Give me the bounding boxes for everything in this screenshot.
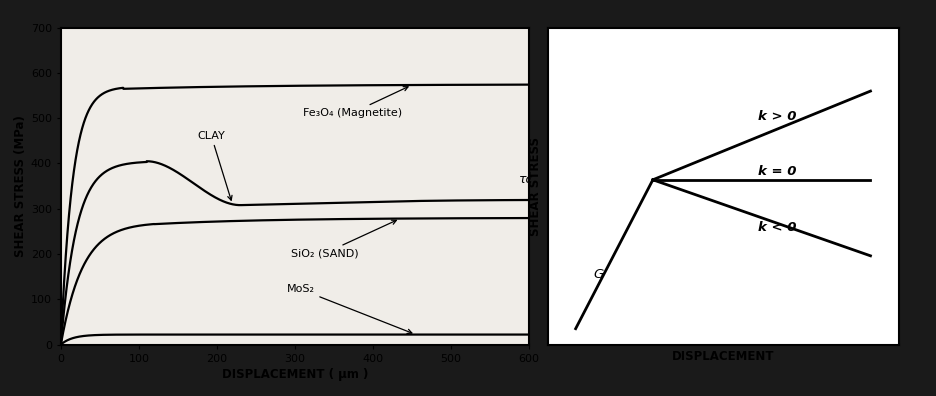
Text: SiO₂ (SAND): SiO₂ (SAND)	[291, 220, 396, 258]
X-axis label: DISPLACEMENT: DISPLACEMENT	[672, 350, 774, 363]
Text: k < 0: k < 0	[758, 221, 797, 234]
Y-axis label: SHEAR STRESS: SHEAR STRESS	[529, 137, 542, 236]
Y-axis label: SHEAR STRESS (MPa): SHEAR STRESS (MPa)	[13, 115, 26, 257]
Text: k > 0: k > 0	[758, 110, 797, 123]
Text: G: G	[593, 268, 604, 281]
Text: k = 0: k = 0	[758, 166, 797, 178]
X-axis label: DISPLACEMENT ( μm ): DISPLACEMENT ( μm )	[222, 368, 368, 381]
Text: MoS₂: MoS₂	[287, 284, 412, 333]
Text: τc: τc	[519, 173, 534, 186]
Text: CLAY: CLAY	[197, 131, 232, 200]
Text: Fe₃O₄ (Magnetite): Fe₃O₄ (Magnetite)	[302, 87, 408, 118]
